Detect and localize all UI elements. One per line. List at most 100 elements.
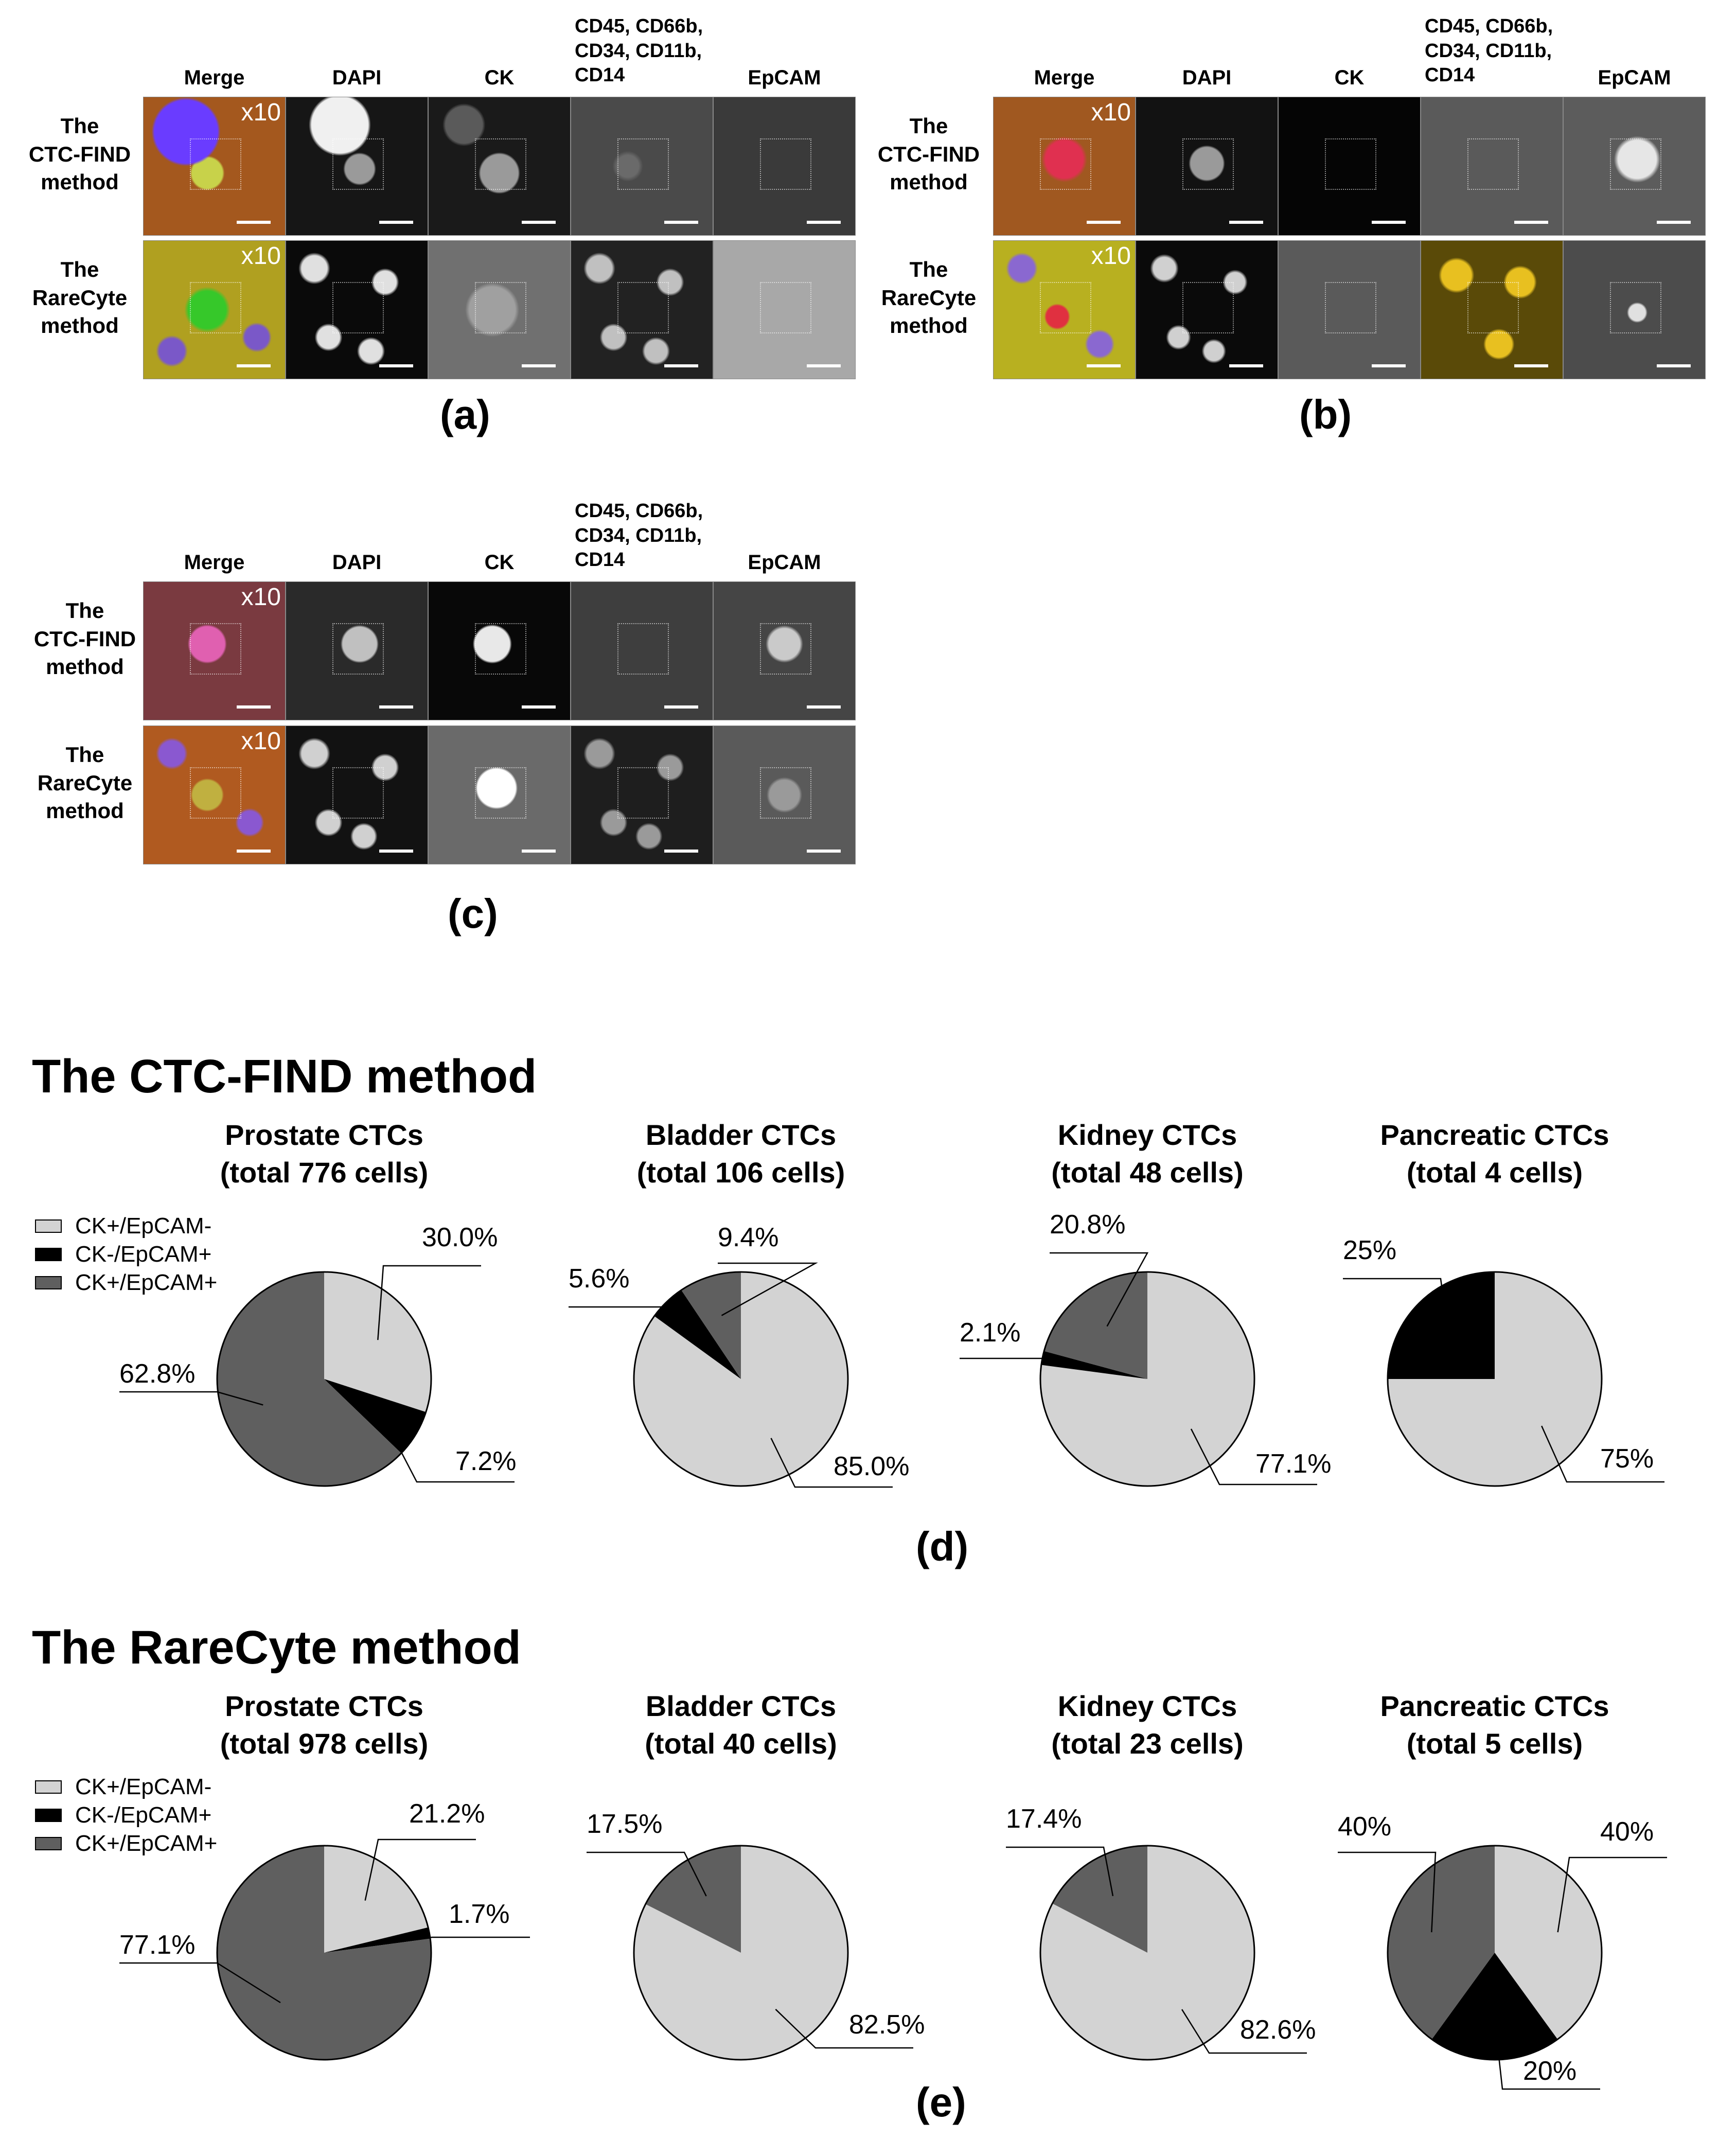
scale-bar bbox=[807, 364, 841, 367]
pie-slice bbox=[1052, 1846, 1147, 1953]
legend-item: CK+/EpCAM+ bbox=[35, 1268, 217, 1297]
column-header: CK bbox=[484, 551, 515, 574]
legend-label: CK+/EpCAM+ bbox=[75, 1831, 218, 1856]
channel-image bbox=[713, 726, 856, 864]
scale-bar bbox=[1372, 221, 1406, 224]
magnification-label: x10 bbox=[241, 99, 281, 126]
scale-bar bbox=[1372, 364, 1406, 367]
magnification-label: x10 bbox=[241, 583, 281, 611]
legend-label: CK-/EpCAM+ bbox=[75, 1802, 212, 1828]
panel-letter: (c) bbox=[448, 891, 498, 936]
pie-chart: 40% 20% 40% bbox=[1338, 1812, 1667, 2090]
scale-bar bbox=[379, 364, 413, 367]
magnification-label: x10 bbox=[241, 728, 281, 755]
pie-slice bbox=[1041, 1351, 1147, 1379]
channel-image bbox=[571, 97, 713, 236]
section-title: The CTC-FIND method bbox=[32, 1050, 537, 1103]
merge-image: x10 bbox=[143, 97, 286, 236]
scale-bar bbox=[1514, 221, 1548, 224]
channel-image bbox=[571, 726, 713, 864]
legend-item: CK-/EpCAM+ bbox=[35, 1240, 217, 1268]
pie-value-label: 9.4% bbox=[718, 1223, 779, 1252]
leader-line bbox=[380, 1412, 515, 1483]
column-header: EpCAM bbox=[1598, 66, 1671, 89]
legend-item: CK+/EpCAM- bbox=[35, 1773, 217, 1801]
pie-value-label: 40% bbox=[1600, 1817, 1654, 1847]
leader-line bbox=[1006, 1846, 1114, 1897]
leader-line bbox=[1494, 2019, 1600, 2090]
pie-title: Prostate CTCs (total 978 cells) bbox=[220, 1690, 429, 1760]
scale-bar bbox=[379, 221, 413, 224]
pie-value-label: 21.2% bbox=[409, 1799, 485, 1829]
scale-bar bbox=[807, 705, 841, 709]
roi-box bbox=[475, 623, 526, 675]
roi-box bbox=[332, 767, 384, 819]
roi-box bbox=[1040, 282, 1091, 333]
pie-value-label: 82.6% bbox=[1240, 2015, 1316, 2045]
pie-outline bbox=[633, 1845, 849, 2061]
leader-line bbox=[1338, 1851, 1437, 1933]
scale-bar bbox=[379, 850, 413, 853]
row-label: The CTC-FIND method bbox=[877, 114, 980, 194]
pie-value-label: 85.0% bbox=[834, 1452, 909, 1481]
pie-slice bbox=[324, 1846, 429, 1953]
roi-box bbox=[1467, 138, 1519, 190]
column-header: CD45, CD66b, CD34, CD11b, CD14 bbox=[575, 15, 703, 86]
scale-bar bbox=[664, 364, 698, 367]
scale-bar bbox=[237, 221, 271, 224]
pie-outline bbox=[1039, 1271, 1255, 1487]
legend-swatch bbox=[35, 1276, 62, 1289]
pie-value-label: 2.1% bbox=[960, 1318, 1021, 1348]
pie-value-label: 40% bbox=[1338, 1812, 1391, 1842]
channel-image bbox=[1278, 240, 1421, 379]
scale-bar bbox=[237, 850, 271, 853]
column-header: DAPI bbox=[1182, 66, 1232, 89]
pie-title: Prostate CTCs (total 776 cells) bbox=[220, 1119, 429, 1189]
pie-title: Pancreatic CTCs (total 4 cells) bbox=[1380, 1119, 1609, 1189]
channel-image bbox=[428, 581, 571, 720]
pie-title: Bladder CTCs (total 106 cells) bbox=[636, 1119, 845, 1189]
roi-box bbox=[475, 138, 526, 190]
leader-line bbox=[775, 2009, 913, 2049]
channel-image bbox=[428, 97, 571, 236]
pie-value-label: 20% bbox=[1523, 2056, 1576, 2086]
pie-chart: 21.2% 1.7% 77.1% bbox=[119, 1799, 530, 2061]
channel-image bbox=[1421, 97, 1563, 236]
roi-box bbox=[617, 767, 669, 819]
channel-image bbox=[713, 97, 856, 236]
pie-title: Bladder CTCs (total 40 cells) bbox=[645, 1690, 837, 1760]
legend: CK+/EpCAM- CK-/EpCAM+ CK+/EpCAM+ bbox=[35, 1212, 217, 1297]
leader-line bbox=[389, 1936, 530, 1941]
legend-swatch bbox=[35, 1219, 62, 1233]
column-header: CD45, CD66b, CD34, CD11b, CD14 bbox=[575, 500, 703, 571]
pie-chart: 82.5% 17.5% bbox=[587, 1809, 925, 2061]
pie-value-label: 7.2% bbox=[455, 1446, 517, 1476]
roi-box bbox=[190, 138, 241, 190]
roi-box bbox=[617, 623, 669, 675]
leader-line bbox=[119, 1962, 281, 2004]
channel-image bbox=[286, 240, 428, 379]
legend-swatch bbox=[35, 1247, 62, 1261]
pie-value-label: 17.5% bbox=[587, 1809, 662, 1839]
channel-image bbox=[1136, 97, 1278, 236]
pie-value-label: 20.8% bbox=[1050, 1210, 1125, 1240]
row-label: The RareCyte method bbox=[881, 257, 977, 338]
legend-label: CK-/EpCAM+ bbox=[75, 1242, 212, 1267]
leader-line bbox=[119, 1391, 263, 1406]
panel-letter: (e) bbox=[916, 2079, 966, 2125]
roi-box bbox=[617, 138, 669, 190]
magnification-label: x10 bbox=[1091, 99, 1131, 126]
pie-chart: 85.0% 5.6% 9.4% bbox=[569, 1223, 909, 1488]
roi-box bbox=[1325, 282, 1376, 333]
channel-image bbox=[286, 726, 428, 864]
pie-value-label: 62.8% bbox=[119, 1359, 195, 1389]
scale-bar bbox=[1087, 364, 1121, 367]
merge-image: x10 bbox=[143, 581, 286, 720]
pie-slice bbox=[645, 1846, 741, 1953]
scale-bar bbox=[379, 705, 413, 709]
scale-bar bbox=[1087, 221, 1121, 224]
leader-line bbox=[1050, 1252, 1149, 1327]
channel-image bbox=[286, 97, 428, 236]
legend-swatch bbox=[35, 1836, 62, 1850]
channel-image bbox=[1136, 240, 1278, 379]
